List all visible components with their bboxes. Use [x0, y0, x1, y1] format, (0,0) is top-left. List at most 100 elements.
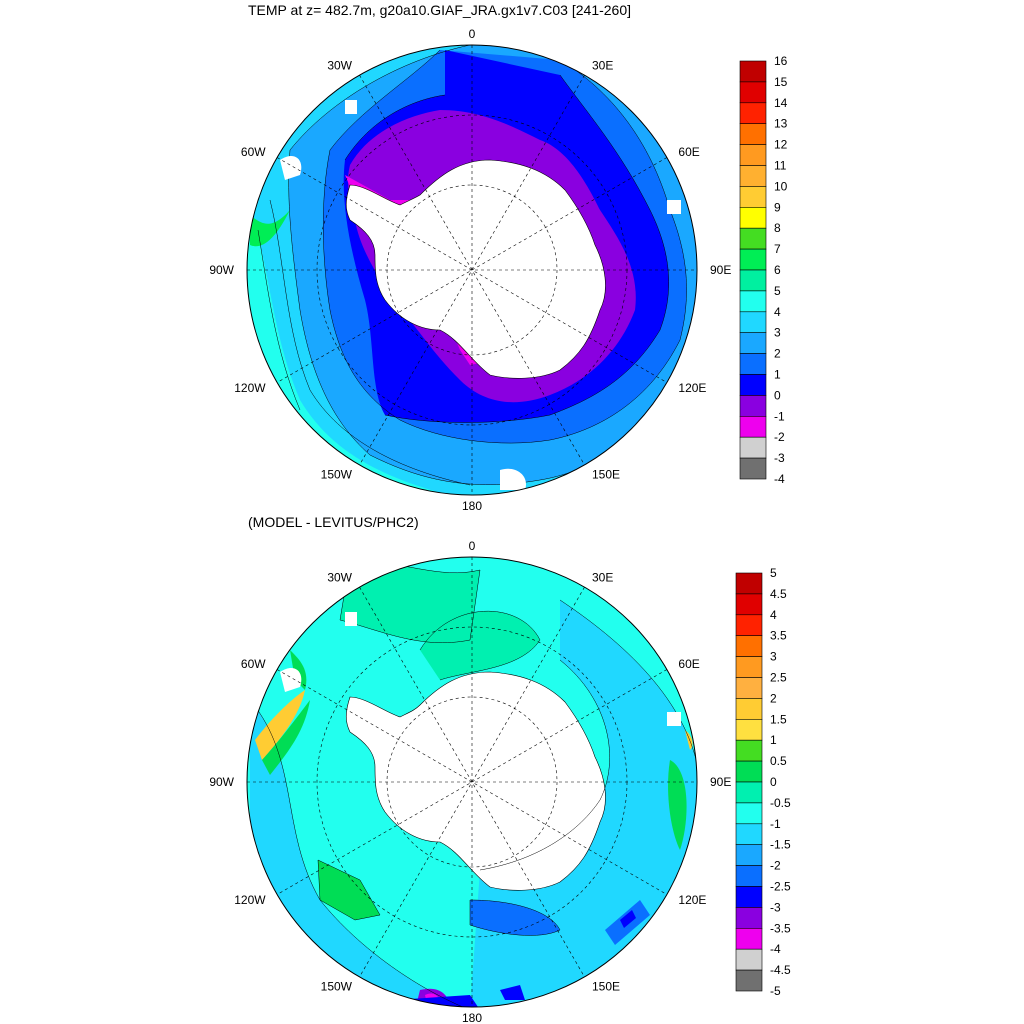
colorbar-swatch	[735, 969, 763, 992]
colorbar-swatch	[735, 656, 763, 678]
bottom-colorbar: 5 4.5 4 3.5 3 2.5 2 1.5 1 0.5 0 -0.5 -1 -1.5 -2 -2.5 -3 -…	[735, 566, 791, 998]
colorbar-tick-label: 3.5	[770, 629, 787, 643]
colorbar-tick-label: -1	[774, 409, 785, 423]
colorbar-tick-label: 14	[774, 96, 788, 110]
colorbar-swatch	[739, 436, 767, 459]
longitude-label: 180	[462, 499, 482, 513]
top-graticule	[247, 45, 697, 495]
colorbar-tick-label: -3	[774, 451, 785, 465]
colorbar-swatch	[739, 144, 767, 166]
colorbar-tick-label: 4.5	[770, 587, 787, 601]
longitude-label: 30E	[592, 59, 613, 73]
colorbar-swatch	[735, 739, 763, 762]
longitude-label: 60E	[678, 657, 699, 671]
colorbar-tick-label: 4	[770, 608, 777, 622]
colorbar-swatch	[739, 415, 767, 438]
colorbar-swatch	[739, 269, 767, 292]
colorbar-tick-label: -3.5	[770, 921, 791, 935]
colorbar-tick-label: 16	[774, 54, 788, 68]
colorbar-tick-label: 2	[770, 691, 777, 705]
colorbar-swatch	[739, 395, 767, 417]
colorbar-tick-label: 6	[774, 263, 781, 277]
longitude-label: 180	[462, 1011, 482, 1024]
colorbar-tick-label: 2	[774, 347, 781, 361]
colorbar-tick-label: 9	[774, 200, 781, 214]
colorbar-swatch	[739, 60, 767, 83]
colorbar-tick-label: -2.5	[770, 880, 791, 894]
colorbar-swatch	[739, 186, 767, 208]
bottom-map-title: (MODEL - LEVITUS/PHC2)	[248, 514, 419, 530]
colorbar-tick-label: 0.5	[770, 754, 787, 768]
colorbar-swatch	[735, 718, 763, 741]
colorbar-swatch	[739, 123, 767, 145]
colorbar-swatch	[735, 677, 763, 699]
colorbar-swatch	[735, 844, 763, 866]
colorbar-swatch	[735, 802, 763, 825]
colorbar-tick-label: -3	[770, 900, 781, 914]
colorbar-tick-label: -4	[774, 472, 785, 486]
colorbar-tick-label: 1	[770, 733, 777, 747]
longitude-label: 60E	[678, 145, 699, 159]
colorbar-swatch	[739, 248, 767, 271]
colorbar-swatch	[739, 374, 767, 396]
longitude-label: 30E	[592, 571, 613, 585]
longitude-label: 150E	[592, 979, 620, 993]
colorbar-swatch	[735, 572, 763, 595]
longitude-label: 30W	[327, 59, 352, 73]
colorbar-tick-label: 11	[774, 159, 787, 173]
colorbar-swatch	[735, 698, 763, 720]
colorbar-swatch	[739, 332, 767, 354]
colorbar-swatch	[739, 353, 767, 375]
longitude-label: 120W	[234, 381, 266, 395]
longitude-label: 60W	[241, 657, 266, 671]
colorbar-tick-label: -2	[770, 859, 781, 873]
colorbar-swatch	[739, 81, 767, 104]
colorbar-tick-label: 5	[774, 284, 781, 298]
colorbar-swatch	[735, 907, 763, 929]
colorbar-tick-label: -0.5	[770, 796, 791, 810]
bottom-graticule	[247, 557, 697, 1007]
colorbar-tick-label: 0	[774, 388, 781, 402]
longitude-label: 150W	[321, 467, 353, 481]
longitude-label: 150W	[321, 979, 353, 993]
colorbar-tick-label: 4	[774, 305, 781, 319]
colorbar-tick-label: -1	[770, 817, 781, 831]
colorbar-tick-label: 1	[774, 368, 781, 382]
longitude-label: 0	[469, 27, 476, 41]
colorbar-tick-label: -2	[774, 430, 785, 444]
colorbar-tick-label: -4	[770, 942, 781, 956]
longitude-label: 120E	[678, 381, 706, 395]
colorbar-swatch	[739, 165, 767, 187]
colorbar-tick-label: 2.5	[770, 671, 787, 685]
bottom-difference-field	[247, 557, 697, 1007]
colorbar-swatch	[735, 886, 763, 908]
longitude-label: 120E	[678, 893, 706, 907]
longitude-label: 0	[469, 539, 476, 553]
colorbar-tick-label: 15	[774, 75, 788, 89]
colorbar-tick-label: 3	[770, 650, 777, 664]
longitude-label: 120W	[234, 893, 266, 907]
colorbar-swatch	[735, 635, 763, 657]
colorbar-swatch	[735, 760, 763, 783]
top-map-title: TEMP at z= 482.7m, g20a10.GIAF_JRA.gx1v7…	[248, 2, 632, 18]
colorbar-tick-label: -1.5	[770, 838, 791, 852]
colorbar-tick-label: -4.5	[770, 963, 791, 977]
longitude-label: 60W	[241, 145, 266, 159]
longitude-label: 90E	[710, 263, 731, 277]
colorbar-swatch	[735, 781, 763, 804]
longitude-label: 150E	[592, 467, 620, 481]
top-map-border	[246, 44, 698, 496]
colorbar-swatch	[739, 311, 767, 333]
longitude-label: 90W	[209, 775, 234, 789]
colorbar-tick-label: 1.5	[770, 712, 787, 726]
colorbar-swatch	[735, 948, 763, 971]
colorbar-swatch	[739, 207, 767, 229]
colorbar-swatch	[735, 865, 763, 887]
colorbar-swatch	[739, 290, 767, 313]
colorbar-swatch	[735, 614, 763, 636]
colorbar-swatch	[735, 823, 763, 845]
colorbar-tick-label: 5	[770, 566, 777, 580]
colorbar-tick-label: 12	[774, 138, 788, 152]
colorbar-swatch	[739, 457, 767, 480]
